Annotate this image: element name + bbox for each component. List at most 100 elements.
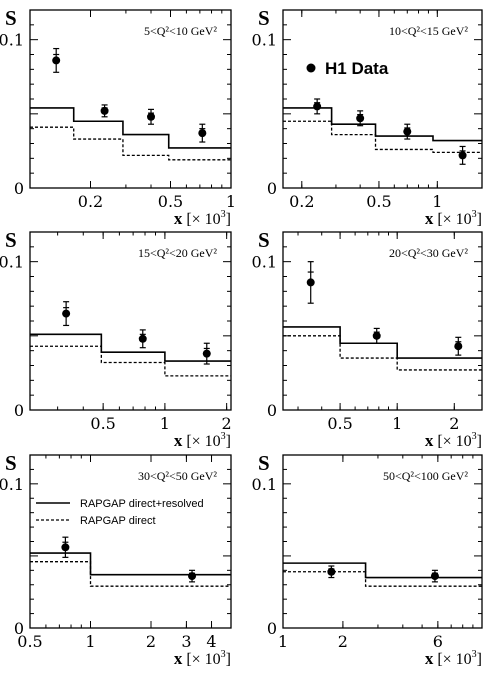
legend-label: RAPGAP direct+resolved	[80, 498, 204, 510]
x-tick-label: 1	[226, 192, 236, 211]
h1-data-point	[147, 108, 156, 125]
h1-data-point	[356, 110, 365, 127]
h1-data-point	[403, 123, 412, 140]
x-axis-label: x [× 103]	[174, 209, 231, 228]
data-marker	[313, 102, 322, 111]
model-legend: RAPGAP direct+resolved RAPGAP direct	[36, 498, 204, 527]
h1-data-point	[62, 301, 71, 327]
h1-data-point	[327, 565, 336, 579]
q2-range-label: 30<Q²<50 GeV²	[138, 469, 217, 483]
h1-legend-marker	[306, 63, 316, 73]
y-tick-label: 0.1	[252, 253, 277, 272]
data-marker	[430, 572, 439, 581]
h1-data-legend: H1 Data	[306, 59, 389, 78]
x-tick-label: 0.2	[289, 192, 314, 211]
h1-data-point	[52, 47, 61, 73]
x-axis-label: x [× 103]	[425, 209, 482, 228]
rapgap-direct-histogram	[30, 126, 231, 161]
x-tick-label: 0.5	[366, 192, 391, 211]
x-axis-label: x [× 103]	[174, 431, 231, 450]
data-marker	[198, 129, 207, 138]
x-tick-label: 0.5	[327, 414, 352, 433]
y-tick-label: 0.1	[0, 253, 24, 272]
x-tick-label: 0.2	[78, 192, 103, 211]
data-marker	[147, 112, 156, 121]
data-marker	[52, 56, 61, 65]
data-marker	[356, 114, 365, 123]
rapgap-direct-histogram	[283, 571, 482, 587]
y-tick-label: 0	[267, 179, 277, 198]
x-tick-label: 1	[85, 632, 95, 651]
panel-top-right: 0.2 0.5 1 0 0.1Sx [× 103] 10<Q²<15 GeV²	[252, 6, 483, 228]
data-marker	[138, 334, 147, 343]
y-tick-label: 0.1	[252, 31, 277, 50]
x-tick-label: 1	[278, 632, 288, 651]
y-tick-label: 0	[14, 619, 24, 638]
h1-data-point	[313, 98, 322, 115]
x-tick-label: 2	[449, 414, 459, 433]
x-tick-label: 1	[432, 192, 442, 211]
rapgap-direct-histogram	[283, 120, 482, 154]
x-tick-label: 4	[206, 632, 216, 651]
data-marker	[372, 331, 381, 340]
data-marker	[100, 106, 109, 115]
x-tick-label: 2	[146, 632, 156, 651]
panel-bottom-left: 0.5 1 2 3 4 0 0.1Sx [× 103] 30<Q²<50 GeV²	[0, 451, 232, 668]
rapgap-direct-histogram	[30, 345, 231, 377]
rapgap-direct-resolved-histogram	[30, 333, 231, 362]
q2-range-label: 5<Q²<10 GeV²	[144, 24, 217, 38]
y-tick-label: 0.1	[0, 475, 24, 494]
rapgap-direct-histogram	[30, 561, 231, 587]
y-axis-label: S	[258, 6, 270, 30]
y-tick-label: 0	[267, 619, 277, 638]
y-tick-label: 0.1	[0, 31, 24, 50]
x-axis-label: x [× 103]	[425, 431, 482, 450]
x-tick-label: 0.5	[90, 414, 115, 433]
q2-range-label: 15<Q²<20 GeV²	[138, 246, 217, 260]
panel-top-left: 0.2 0.5 1 0 0.1Sx [× 103] 5<Q²<10 GeV²	[0, 6, 236, 228]
y-axis-label: S	[5, 6, 17, 30]
data-marker	[202, 349, 211, 358]
panel-middle-left: 0.5 1 2 0 0.1Sx [× 103] 15<Q²<20 GeV²	[0, 228, 232, 450]
panel-middle-right: 0.5 1 2 0 0.1Sx [× 103] 20<Q²<30 GeV²	[252, 228, 483, 450]
h1-data-point	[100, 104, 109, 118]
h1-data-point	[138, 329, 147, 349]
rapgap-direct-resolved-histogram	[283, 107, 482, 142]
x-tick-label: 1	[392, 414, 402, 433]
x-tick-label: 2	[222, 414, 232, 433]
y-tick-label: 0	[267, 401, 277, 420]
data-marker	[306, 278, 315, 287]
q2-range-label: 20<Q²<30 GeV²	[389, 246, 468, 260]
data-marker	[188, 572, 197, 581]
y-tick-label: 0	[14, 401, 24, 420]
h1-legend-label: H1 Data	[325, 59, 389, 78]
rapgap-direct-resolved-histogram	[30, 107, 231, 149]
rapgap-direct-resolved-histogram	[283, 562, 482, 579]
x-tick-label: 2	[338, 632, 348, 651]
data-marker	[454, 342, 463, 351]
q2-range-label: 50<Q²<100 GeV²	[383, 469, 468, 483]
panel-bottom-right: 1 2 600.1Sx [× 103]50<Q²<100 GeV²	[252, 451, 483, 668]
x-tick-label: 6	[433, 632, 443, 651]
rapgap-direct-histogram	[283, 335, 482, 371]
x-tick-label: 0.5	[17, 632, 42, 651]
h1-data-point	[306, 261, 315, 304]
h1-data-point	[372, 327, 381, 344]
legend-label: RAPGAP direct	[80, 515, 156, 527]
h1-data-point	[61, 536, 70, 558]
y-tick-label: 0.1	[252, 475, 277, 494]
data-marker	[458, 151, 467, 160]
rapgap-direct-resolved-histogram	[30, 552, 231, 576]
x-axis-label: x [× 103]	[174, 649, 231, 668]
x-axis-label: x [× 103]	[425, 649, 482, 668]
data-marker	[61, 543, 70, 552]
h1-data-point	[202, 342, 211, 365]
h1-data-point	[458, 145, 467, 165]
q2-range-label: 10<Q²<15 GeV²	[389, 24, 468, 38]
data-marker	[403, 127, 412, 136]
h1-data-point	[454, 336, 463, 356]
x-tick-label: 0.5	[158, 192, 183, 211]
y-axis-label: S	[258, 228, 270, 252]
data-marker	[327, 567, 336, 576]
